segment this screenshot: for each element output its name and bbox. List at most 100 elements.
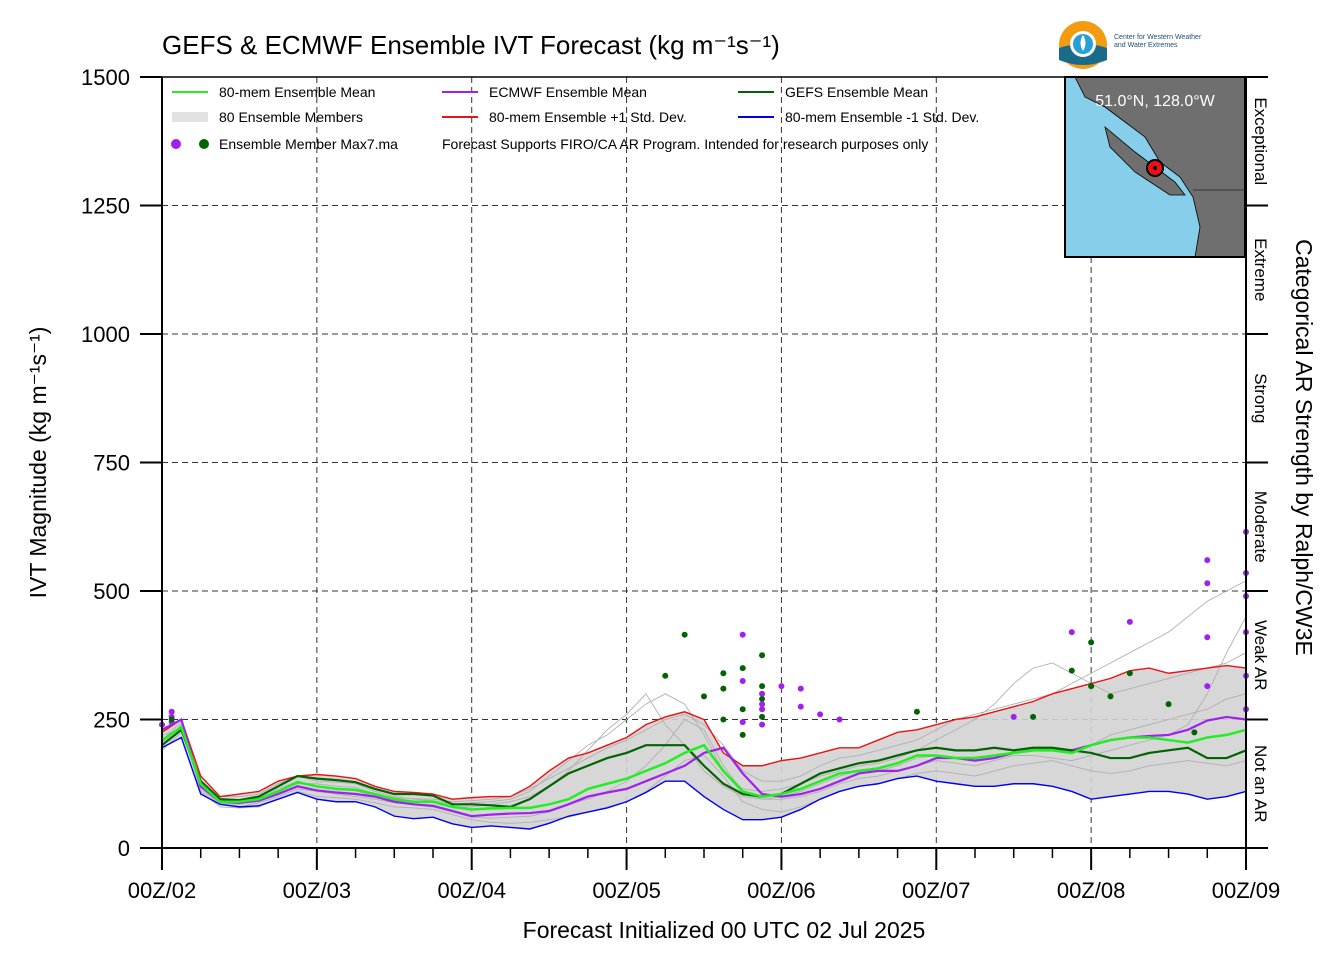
max-marker [1010, 713, 1017, 720]
inset-location-label: 51.0°N, 128.0°W [1095, 93, 1215, 110]
x-tick-label: 00Z/03 [283, 878, 352, 903]
max-marker [739, 631, 746, 638]
legend-label: GEFS Ensemble Mean [785, 84, 928, 100]
max-marker [759, 701, 766, 708]
legend-label: 80-mem Ensemble +1 Std. Dev. [489, 109, 687, 125]
ensemble-member-line [161, 721, 1247, 824]
max-marker [1165, 701, 1172, 708]
x-tick-label: 00Z/09 [1212, 878, 1281, 903]
y-axis-label: IVT Magnitude (kg m⁻¹s⁻¹) [25, 327, 51, 599]
y-tick-label: 1000 [81, 322, 130, 347]
max-marker [720, 685, 727, 692]
max-marker [1191, 729, 1198, 736]
max-marker [720, 716, 727, 723]
max-marker [778, 683, 785, 690]
y-tick-label: 1250 [81, 194, 130, 219]
y-tick-label: 250 [93, 708, 130, 733]
legend-label: Ensemble Member Max7.ma [219, 136, 398, 152]
max-marker [739, 719, 746, 726]
category-label: Exceptional [1251, 97, 1270, 185]
max-marker [720, 670, 727, 677]
category-label: Moderate [1251, 491, 1270, 563]
logo-icon [1059, 21, 1107, 69]
max-marker [168, 708, 175, 715]
legend-label: 80-mem Ensemble -1 Std. Dev. [785, 109, 979, 125]
inset-island [1104, 125, 1186, 196]
max-marker [701, 693, 707, 700]
series-line-80-mem-ensemble-1-std-dev- [161, 736, 1247, 830]
inset-map: 51.0°N, 128.0°W [1064, 76, 1246, 258]
max-marker [1204, 557, 1211, 564]
max-marker [1126, 670, 1133, 677]
max-marker [1068, 629, 1075, 636]
max-marker [759, 695, 766, 702]
max-marker [1107, 693, 1114, 700]
cw3e-logo [1058, 20, 1108, 70]
legend-label: ECMWF Ensemble Mean [489, 84, 647, 100]
series-layer [161, 664, 1247, 830]
max-marker [739, 665, 746, 672]
max-marker [759, 690, 766, 697]
chart-title: GEFS & ECMWF Ensemble IVT Forecast (kg m… [162, 30, 780, 60]
x-tick-label: 00Z/07 [902, 878, 971, 903]
legend-label: 80-mem Ensemble Mean [219, 84, 375, 100]
max-marker [739, 677, 746, 684]
y-tick-label: 1500 [81, 65, 130, 90]
max-marker [1126, 618, 1133, 625]
max-marker [797, 703, 804, 710]
inset-frame [1064, 76, 1246, 258]
max-marker [168, 716, 175, 723]
max-marker [759, 721, 766, 728]
max-marker [1030, 713, 1037, 720]
logo-line-2: and Water Extremes [1114, 42, 1178, 49]
category-label: Not an AR [1251, 745, 1270, 823]
ensemble-member-line [161, 616, 1247, 819]
category-label: Strong [1251, 373, 1270, 423]
x-tick-label: 00Z/02 [128, 878, 197, 903]
y-tick-label: 500 [93, 579, 130, 604]
logo-line-1: Center for Western Weather [1114, 34, 1202, 41]
max-marker [759, 713, 766, 720]
marker-layer [159, 528, 1249, 738]
max-marker [1204, 634, 1211, 641]
max-marker [759, 652, 766, 659]
x-tick-label: 00Z/05 [592, 878, 661, 903]
max-marker [662, 672, 669, 679]
x-tick-label: 00Z/04 [437, 878, 506, 903]
x-axis-label: Forecast Initialized 00 UTC 02 Jul 2025 [523, 917, 926, 943]
disclaimer-text: Forecast Supports FIRO/CA AR Program. In… [442, 136, 928, 152]
ensemble-member-line [161, 652, 1247, 805]
category-label: Extreme [1251, 238, 1270, 301]
logo-text: Center for Western Weather and Water Ext… [1114, 34, 1201, 50]
x-tick-label: 00Z/08 [1057, 878, 1126, 903]
legend-layer: 80-mem Ensemble Mean ECMWF Ensemble Mean G… [171, 84, 979, 152]
max-marker [1068, 667, 1075, 674]
max-marker [681, 631, 688, 638]
max-marker [797, 685, 804, 692]
max-marker [739, 706, 746, 713]
series-line-gefs-ensemble-mean [161, 727, 1247, 808]
legend-label: 80 Ensemble Members [219, 109, 363, 125]
series-line-80-mem-ensemble-mean [161, 725, 1247, 811]
y-tick-label: 0 [118, 836, 130, 861]
series-line-80-mem-ensemble-1-std-dev- [161, 664, 1247, 800]
location-marker-center [1153, 166, 1157, 170]
category-label: Weak AR [1251, 620, 1270, 691]
max-marker [759, 683, 766, 690]
max-marker [836, 716, 843, 723]
max-marker [1204, 683, 1211, 690]
max-marker [913, 708, 920, 715]
x-tick-label: 00Z/06 [747, 878, 816, 903]
legend-marker-gefs [199, 139, 209, 149]
max-marker [739, 731, 746, 738]
legend-marker-ecmwf [171, 139, 181, 149]
max-marker [759, 706, 766, 713]
axes-layer: 0 250 500 750 1000 1250 1500 Not an AR Weak AR Mo… [25, 65, 1317, 943]
max-marker [1088, 639, 1095, 646]
y-tick-label: 750 [93, 451, 130, 476]
max-marker [1088, 683, 1095, 690]
max-marker [1204, 580, 1211, 587]
max-marker [817, 711, 824, 718]
